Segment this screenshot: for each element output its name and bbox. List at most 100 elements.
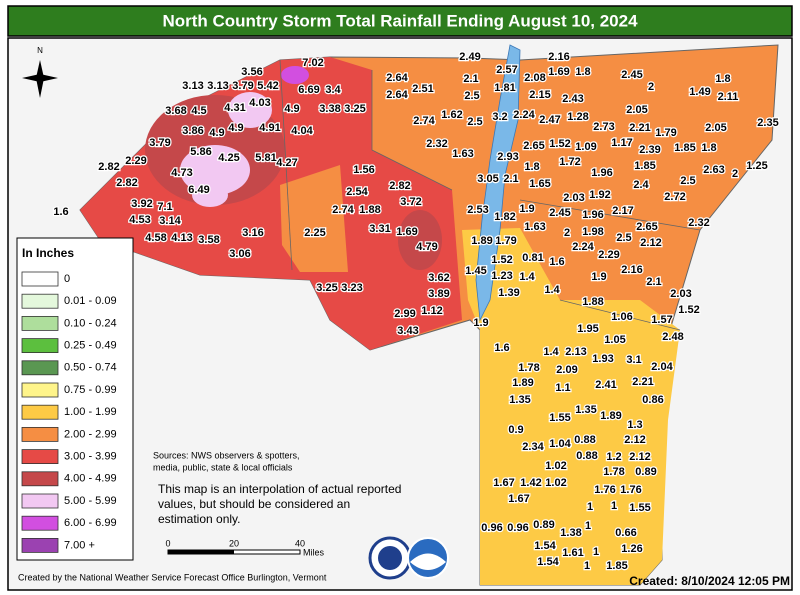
station-value: 1.4 bbox=[519, 271, 535, 283]
extreme-zone bbox=[192, 183, 228, 207]
station-value: 2.82 bbox=[98, 161, 119, 173]
station-value: 3.05 bbox=[477, 173, 498, 185]
station-value: 2.24 bbox=[572, 241, 594, 253]
station-value: 3.16 bbox=[242, 227, 263, 239]
station-value: 2.53 bbox=[467, 204, 488, 216]
station-value: 1.4 bbox=[544, 284, 560, 296]
legend-label: 3.00 - 3.99 bbox=[64, 451, 117, 463]
station-value: 2.99 bbox=[394, 308, 415, 320]
legend-swatch bbox=[21, 515, 59, 531]
station-value: 2 bbox=[648, 81, 654, 93]
station-value: 2.43 bbox=[562, 93, 583, 105]
station-value: 1 bbox=[611, 500, 617, 512]
station-value: 2.82 bbox=[116, 177, 137, 189]
station-value: 4.03 bbox=[249, 97, 270, 109]
scale-unit: Miles bbox=[303, 547, 325, 557]
station-value: 5.81 bbox=[255, 152, 276, 164]
legend-swatch bbox=[21, 271, 59, 287]
station-value: 2.21 bbox=[629, 122, 650, 134]
legend-swatch bbox=[21, 426, 59, 442]
extreme-zone bbox=[228, 92, 272, 128]
county-line bbox=[371, 70, 453, 191]
station-value: 2.65 bbox=[523, 140, 544, 152]
station-value: 1.62 bbox=[441, 109, 462, 121]
extreme-zone bbox=[180, 145, 250, 195]
station-value: 3.14 bbox=[159, 215, 181, 227]
station-value: 2.35 bbox=[757, 117, 778, 129]
station-value: 1.88 bbox=[359, 204, 380, 216]
station-value: 2.51 bbox=[412, 83, 433, 95]
station-value: 4.58 bbox=[145, 232, 166, 244]
station-value: 2.1 bbox=[503, 173, 518, 185]
station-value: 2.11 bbox=[718, 91, 739, 103]
legend-swatch bbox=[21, 538, 59, 553]
station-value: 4.73 bbox=[171, 167, 192, 179]
station-value: 1.67 bbox=[508, 493, 529, 505]
station-value: 1.81 bbox=[494, 82, 515, 94]
station-value: 2.54 bbox=[346, 186, 368, 198]
station-value: 2.12 bbox=[640, 237, 661, 249]
station-value: 1.79 bbox=[655, 127, 676, 139]
county-line bbox=[559, 299, 681, 331]
station-value: 1 bbox=[593, 546, 599, 558]
legend-box bbox=[16, 237, 134, 561]
station-value: 2.05 bbox=[626, 104, 647, 116]
station-value: 1.52 bbox=[491, 254, 512, 266]
legend-swatch bbox=[21, 404, 59, 420]
station-value: 1.69 bbox=[548, 66, 569, 78]
station-value: 1.04 bbox=[549, 438, 571, 450]
station-value: 2.29 bbox=[125, 155, 146, 167]
station-value: 1.05 bbox=[604, 334, 625, 346]
legend-label: 4.00 - 4.99 bbox=[64, 473, 117, 485]
legend-swatch bbox=[21, 471, 59, 487]
nws-logo-center bbox=[378, 546, 402, 570]
station-value: 2.5 bbox=[616, 232, 631, 244]
station-value: 2.24 bbox=[513, 109, 535, 121]
station-value: 1.06 bbox=[611, 311, 632, 323]
station-value: 1.52 bbox=[549, 138, 570, 150]
station-value: 4.13 bbox=[171, 232, 192, 244]
station-value: 2.4 bbox=[633, 179, 649, 191]
station-value: 3.13 bbox=[182, 80, 203, 92]
station-value: 4.9 bbox=[209, 127, 224, 139]
note-text: This map is an interpolation of actual r… bbox=[158, 482, 401, 496]
station-value: 2.25 bbox=[304, 227, 325, 239]
station-value: 2.45 bbox=[621, 69, 642, 81]
station-value: 2.5 bbox=[467, 116, 482, 128]
station-value: 2.16 bbox=[621, 264, 642, 276]
station-value: 3.62 bbox=[428, 272, 449, 284]
station-value: 3.86 bbox=[182, 125, 203, 137]
legend-label: 0.10 - 0.24 bbox=[64, 317, 117, 329]
lake-champlain bbox=[475, 44, 521, 322]
station-value: 2.34 bbox=[522, 441, 544, 453]
station-value: 1.85 bbox=[674, 142, 695, 154]
legend-swatch bbox=[21, 449, 59, 465]
station-value: 2.49 bbox=[459, 51, 480, 63]
station-value: 2.39 bbox=[639, 144, 660, 156]
station-value: 2.29 bbox=[598, 249, 619, 261]
station-value: 2.12 bbox=[629, 451, 650, 463]
station-value: 1.76 bbox=[594, 484, 615, 496]
legend-label: 5.00 - 5.99 bbox=[64, 495, 117, 507]
station-value: 4.9 bbox=[284, 103, 299, 115]
legend-label: 0.25 - 0.49 bbox=[64, 340, 117, 352]
station-value: 4.31 bbox=[224, 102, 245, 114]
station-value: 2.47 bbox=[539, 114, 560, 126]
station-value: 3.38 bbox=[319, 103, 340, 115]
station-value: 1.6 bbox=[549, 256, 564, 268]
station-value: 1.38 bbox=[560, 527, 581, 539]
legend-swatch bbox=[21, 338, 59, 354]
station-value: 2.05 bbox=[705, 122, 726, 134]
station-value: 2.74 bbox=[413, 115, 435, 127]
station-value: 0.88 bbox=[576, 450, 597, 462]
station-value: 1.89 bbox=[512, 377, 533, 389]
station-value: 0.96 bbox=[481, 522, 502, 534]
station-value: 1.1 bbox=[555, 382, 570, 394]
station-value: 1.76 bbox=[620, 484, 641, 496]
legend-label: 0.75 - 0.99 bbox=[64, 384, 117, 396]
station-value: 2.5 bbox=[464, 90, 479, 102]
station-value: 1.26 bbox=[621, 543, 642, 555]
station-value: 1.6 bbox=[53, 206, 68, 218]
station-value: 1.55 bbox=[629, 502, 650, 514]
station-value: 1.61 bbox=[562, 547, 583, 559]
